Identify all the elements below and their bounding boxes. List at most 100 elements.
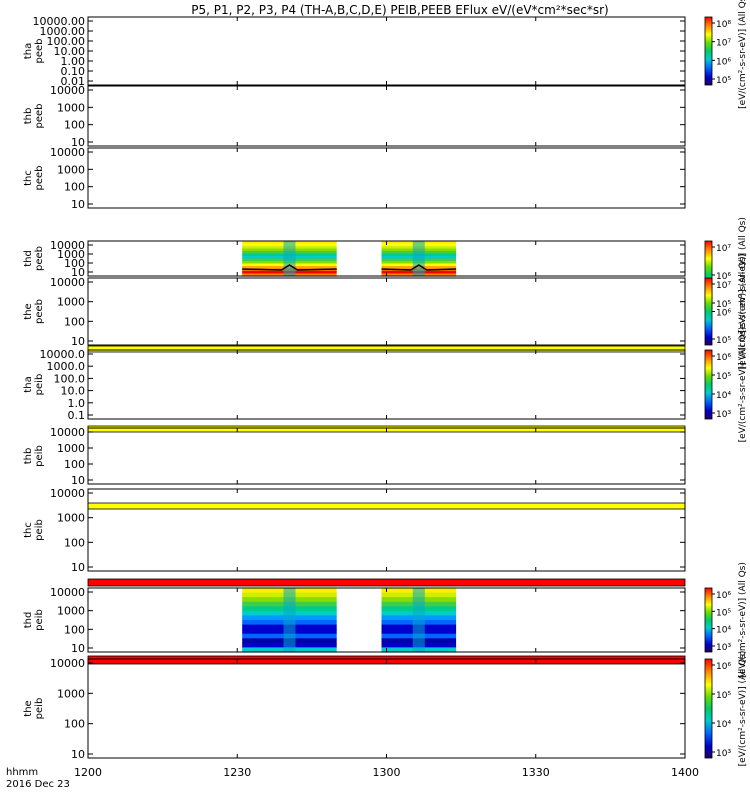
panel-product-label: peeb <box>34 166 45 191</box>
panel-product-label: peib <box>34 519 45 541</box>
colorbar-tick-label: 10⁵ <box>716 336 731 346</box>
burst-feature <box>283 241 296 276</box>
x-axis-label: hhmm <box>6 767 38 778</box>
panel-thc-peib: 10000 1000 100 10 thc peib <box>23 487 686 587</box>
y-tick-label: 10 <box>71 561 85 574</box>
x-tick-label: 1300 <box>373 766 401 779</box>
y-tick-label: 0.10 <box>61 65 86 78</box>
y-tick-label: 100 <box>64 257 85 270</box>
colorbar-tick-label: 10⁶ <box>716 57 731 67</box>
y-tick-label: 10 <box>71 474 85 487</box>
burst-feature <box>412 588 425 652</box>
y-tick-label: 100 <box>64 718 85 731</box>
colorbar-tick-label: 10⁸ <box>716 20 731 30</box>
y-tick-label: 10.0 <box>61 385 86 398</box>
panel-probe-label: tha <box>23 43 34 59</box>
colorbar-scale <box>704 349 713 420</box>
colorbar: 10⁶ 10⁵ 10⁴ 10³ [eV/(cm²-s-sr-eV)] (All Qs) <box>704 651 748 766</box>
colorbar-label: [eV/(cm²-s-sr-eV)] (All Qs) <box>738 0 748 109</box>
colorbar-tick-label: 10⁵ <box>716 608 731 618</box>
y-tick-label: 10000 <box>50 84 85 97</box>
data-block-2 <box>381 241 457 277</box>
panel-thc-peeb: 10000 1000 100 10 thc peeb <box>23 146 686 211</box>
y-tick-label: 100 <box>64 119 85 132</box>
data-block-1 <box>242 241 337 277</box>
panel-frame <box>87 85 686 147</box>
colorbar-tick-label: 10⁵ <box>716 76 731 86</box>
data-block-2 <box>381 588 457 653</box>
colorbar-tick-label: 10⁶ <box>716 272 731 282</box>
fill-strip <box>87 578 686 587</box>
panel-thb-peeb: 10000 1000 100 10 thb peeb <box>23 84 686 149</box>
y-tick-label: 1.0 <box>68 397 86 410</box>
panel-probe-label: tha <box>23 376 34 392</box>
y-tick-label: 100 <box>64 181 85 194</box>
y-tick-label: 100.00 <box>47 35 86 48</box>
y-tick-label: 1000 <box>57 442 85 455</box>
panel-product-label: peeb <box>34 104 45 129</box>
colorbar-tick-label: 10⁷ <box>716 39 731 49</box>
colorbar-tick-label: 10³ <box>716 643 731 653</box>
y-tick-label: 10 <box>71 748 85 761</box>
y-tick-label: 10000 <box>50 487 85 500</box>
y-tick-label: 10000.00 <box>33 15 86 28</box>
colorbar-tick-label: 10⁴ <box>716 391 731 401</box>
y-tick-label: 10 <box>71 266 85 279</box>
colorbar-tick-label: 10⁶ <box>716 353 731 363</box>
y-tick-label: 1000.0 <box>47 360 86 373</box>
colorbar-scale <box>704 16 713 86</box>
y-tick-label: 100 <box>64 623 85 636</box>
x-tick-label: 1230 <box>223 766 251 779</box>
y-tick-label: 100 <box>64 315 85 328</box>
panel-product-label: peib <box>34 374 45 396</box>
colorbar-tick-label: 10⁴ <box>716 720 731 730</box>
panel-frame <box>87 16 686 86</box>
panel-probe-label: thd <box>23 612 34 629</box>
y-tick-label: 10 <box>71 136 85 149</box>
colorbar-label: [eV/(cm²-s-sr-eV)] (All Qs) <box>738 327 748 443</box>
colorbar-tick-label: 10³ <box>716 410 731 420</box>
colorbar-scale <box>704 587 713 653</box>
y-tick-label: 0.01 <box>61 75 86 88</box>
colorbar: 10⁶ 10⁵ 10⁴ 10³ [eV/(cm²-s-sr-eV)] (All Qs) <box>704 327 748 443</box>
y-tick-label: 1000 <box>57 248 85 261</box>
y-tick-label: 1000 <box>57 163 85 176</box>
x-tick-label: 1400 <box>671 766 699 779</box>
colorbar-tick-label: 10⁷ <box>716 281 731 291</box>
panel-product-label: peeb <box>34 246 45 271</box>
panel-probe-label: the <box>23 700 34 716</box>
y-tick-label: 1000 <box>57 605 85 618</box>
panel-probe-label: thc <box>23 170 34 186</box>
colorbar-label: [eV/(cm²-s-sr-eV)] (All Qs) <box>738 562 748 678</box>
y-tick-label: 10 <box>71 642 85 655</box>
colorbar-label: [eV/(cm²-s-sr-eV)] (All Qs) <box>738 217 748 333</box>
colorbar-tick-label: 10⁶ <box>716 591 731 601</box>
y-tick-label: 10000.0 <box>40 348 86 361</box>
y-tick-label: 10000 <box>50 426 85 439</box>
panel-product-label: peib <box>34 698 45 720</box>
colorbar: 10⁸ 10⁷ 10⁶ 10⁵ [eV/(cm²-s-sr-eV)] (All Qs) <box>704 0 748 109</box>
panel-product-label: peib <box>34 609 45 631</box>
colorbar-tick-label: 10⁵ <box>716 372 731 382</box>
colorbar-tick-label: 10⁷ <box>716 244 731 254</box>
y-tick-label: 1000 <box>57 512 85 525</box>
colorbar: 10⁶ 10⁵ 10⁴ 10³ [eV/(cm²-s-sr-eV)] (All Qs) <box>704 562 748 678</box>
y-tick-label: 100.0 <box>54 372 86 385</box>
y-tick-label: 100 <box>64 536 85 549</box>
y-tick-label: 10000 <box>50 586 85 599</box>
panel-frame <box>87 488 686 572</box>
colorbar-tick-label: 10⁶ <box>716 662 731 672</box>
y-tick-label: 10000 <box>50 657 85 670</box>
panel-frame <box>87 277 686 346</box>
y-tick-label: 1.00 <box>61 55 86 68</box>
colorbar-tick-label: 10⁴ <box>716 626 731 636</box>
y-tick-label: 0.1 <box>68 409 86 422</box>
x-tick-label: 1330 <box>522 766 550 779</box>
panel-thb-peib: 10000 1000 100 10 thb peib <box>23 426 686 510</box>
burst-feature <box>412 241 425 276</box>
